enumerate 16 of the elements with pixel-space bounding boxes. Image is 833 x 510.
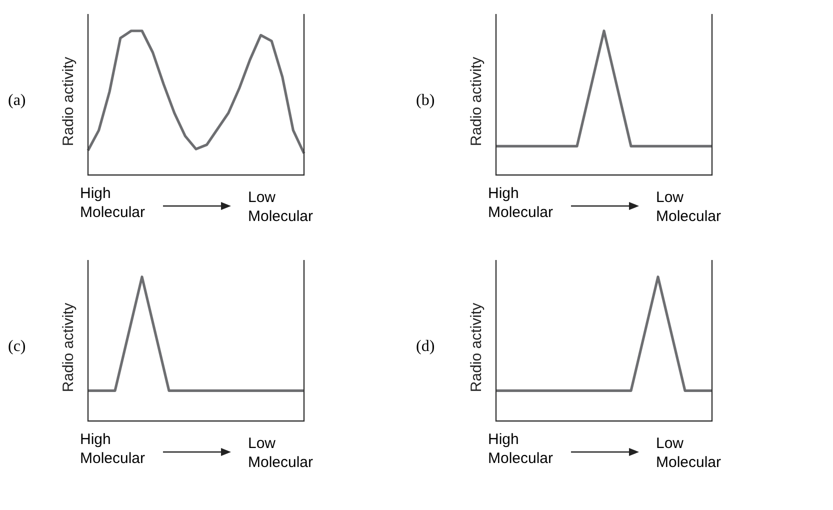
text: High Molecular [488, 184, 554, 222]
y-axis-title: Radio activity [60, 302, 78, 392]
text: (a) [8, 92, 26, 110]
text: (d) [416, 338, 435, 356]
y-axis-title: Radio activity [468, 302, 486, 392]
text: Low Molecular [248, 434, 314, 472]
text: (c) [8, 338, 26, 356]
text: Low Molecular [656, 188, 722, 226]
y-axis-title: Radio activity [468, 56, 486, 146]
text: High Molecular [488, 430, 554, 468]
text: High Molecular [80, 430, 146, 468]
text: Low Molecular [656, 434, 722, 472]
text: (b) [416, 92, 435, 110]
text: High Molecular [80, 184, 146, 222]
y-axis-title: Radio activity [60, 56, 78, 146]
text: Low Molecular [248, 188, 314, 226]
